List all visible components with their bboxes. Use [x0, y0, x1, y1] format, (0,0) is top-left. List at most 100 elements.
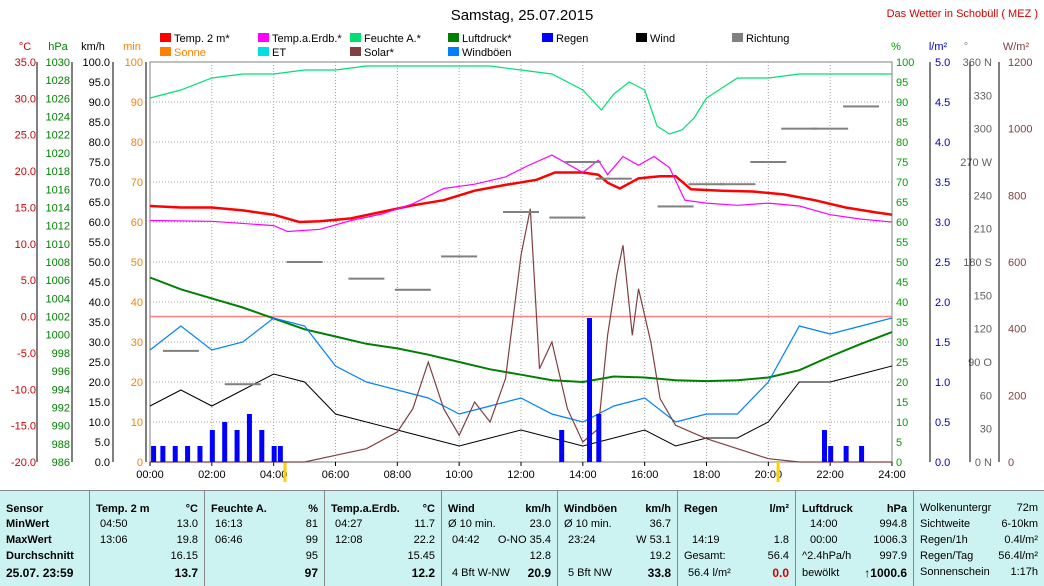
- wind-avg: 12.8: [529, 550, 551, 562]
- series-line: [149, 154, 893, 233]
- series-line: [149, 317, 893, 423]
- direction-mark: [750, 161, 787, 163]
- tick-label: 1200: [1008, 57, 1032, 69]
- legend-swatch: [160, 33, 171, 42]
- tick-label: 80: [131, 137, 143, 149]
- direction-mark: [549, 216, 586, 219]
- stats-col-temp: Temp. 2 m °C 04:50 13.0 13:06 19.8 16.15…: [90, 491, 205, 586]
- tick-label: 360 N: [963, 57, 992, 69]
- tick-label: 25.0: [15, 130, 36, 142]
- series-line: [149, 365, 893, 447]
- tick-label: 35.0: [15, 57, 36, 69]
- temp-current: 13.7: [174, 566, 198, 580]
- tick-label: 996: [52, 366, 70, 378]
- rain-bar: [160, 446, 166, 462]
- tick-label: 300: [974, 124, 992, 136]
- erdb-current: 12.2: [411, 566, 435, 580]
- sensor-header: Sensor: [6, 503, 44, 515]
- tick-label: 75.0: [89, 157, 110, 169]
- site-label: Das Wetter in Schobüll ( MEZ ): [887, 8, 1038, 20]
- tick-label: -10.0: [11, 384, 36, 396]
- direction-mark: [224, 383, 261, 386]
- direction-mark: [441, 255, 478, 258]
- tick-label: 60: [980, 390, 992, 402]
- tick-label: 1.0: [935, 377, 950, 389]
- x-tick-label: 14:00: [569, 469, 597, 481]
- tick-label: 10.0: [89, 417, 110, 429]
- tick-label: 3.5: [935, 177, 950, 189]
- tick-label: 1016: [46, 184, 70, 196]
- regen-current: 0.0: [772, 566, 789, 580]
- legend-label: Regen: [556, 33, 588, 45]
- stats-col-sensor: Sensor MinWert MaxWert Durchschnitt 25.0…: [0, 491, 90, 586]
- extra-rainday-value: 56.4l/m²: [998, 550, 1038, 562]
- x-tick-label: 24:00: [878, 469, 906, 481]
- tick-label: 70: [131, 177, 143, 189]
- luft-trend: ^2.4hPa/h: [802, 550, 852, 562]
- rain-bar: [559, 430, 565, 462]
- luft-max-time: 00:00: [810, 534, 838, 546]
- legend-swatch: [350, 47, 361, 56]
- series-line: [149, 171, 893, 224]
- tick-label: 1.5: [935, 337, 950, 349]
- wind-header: Wind: [448, 503, 475, 515]
- erdb-min-time: 04:27: [335, 518, 363, 530]
- sensor-avg-label: Durchschnitt: [6, 550, 74, 562]
- stats-col-regen: Regen l/m² 14:19 1.8 Gesamt: 56.4 56.4 l…: [678, 491, 796, 586]
- axis-unit: l/m²: [929, 41, 948, 53]
- tick-label: 5.0: [935, 57, 950, 69]
- series-line: [149, 65, 892, 135]
- luft-header: Luftdruck: [802, 503, 853, 515]
- luft-max-value: 1006.3: [873, 534, 907, 546]
- tick-label: 85: [896, 117, 908, 129]
- legend-label: Luftdruck*: [462, 33, 512, 45]
- x-tick-label: 06:00: [322, 469, 350, 481]
- tick-label: 3.0: [935, 217, 950, 229]
- tick-label: 1020: [46, 148, 70, 160]
- temp-min-time: 04:50: [100, 518, 128, 530]
- tick-label: 1000: [46, 330, 70, 342]
- tick-label: 600: [1008, 257, 1026, 269]
- boeen-bft: 5 Bft NW: [568, 567, 613, 579]
- tick-label: 90: [131, 97, 143, 109]
- tick-label: 0.0: [95, 457, 110, 469]
- tick-label: 40: [896, 297, 908, 309]
- regen-unit: l/m²: [769, 503, 789, 515]
- legend-swatch: [160, 47, 171, 56]
- tick-label: 1012: [46, 221, 70, 233]
- axis-unit: °C: [19, 41, 31, 53]
- series-line: [150, 208, 892, 463]
- regen-max-time: 14:19: [692, 534, 720, 546]
- rain-bar: [587, 318, 593, 462]
- tick-label: 70.0: [89, 177, 110, 189]
- wind-current: 20.9: [527, 566, 551, 580]
- tick-label: 210: [974, 224, 992, 236]
- extra-cloud-label: Wolkenuntergr: [920, 502, 992, 514]
- sun-marker: [776, 462, 780, 482]
- tick-label: 150: [974, 290, 992, 302]
- direction-mark: [657, 205, 694, 208]
- direction-mark: [719, 183, 756, 186]
- wind-max-time: 04:42: [452, 534, 480, 546]
- luft-avg: 997.9: [879, 550, 907, 562]
- tick-label: 0 N: [975, 457, 992, 469]
- sun-marker: [283, 462, 287, 482]
- regen-total-value: 56.4: [767, 550, 789, 562]
- extra-sun-label: Sonnenschein: [920, 566, 990, 578]
- legend-label: Sonne: [174, 47, 206, 59]
- tick-label: 0.5: [935, 417, 950, 429]
- regen-sum: 56.4 l/m²: [688, 567, 731, 579]
- tick-label: 90: [896, 97, 908, 109]
- rain-bar: [277, 446, 283, 462]
- tick-label: 45: [896, 277, 908, 289]
- boeen-current: 33.8: [647, 566, 671, 580]
- x-tick-label: 10:00: [445, 469, 473, 481]
- feuchte-min-time: 16:13: [215, 518, 243, 530]
- tick-label: 80: [896, 137, 908, 149]
- legend-label: ET: [272, 47, 286, 59]
- tick-label: 50.0: [89, 257, 110, 269]
- wind-avg10-label: Ø 10 min.: [448, 518, 496, 530]
- regen-total-label: Gesamt:: [684, 550, 726, 562]
- tick-label: 1000: [1008, 124, 1032, 136]
- tick-label: 1026: [46, 93, 70, 105]
